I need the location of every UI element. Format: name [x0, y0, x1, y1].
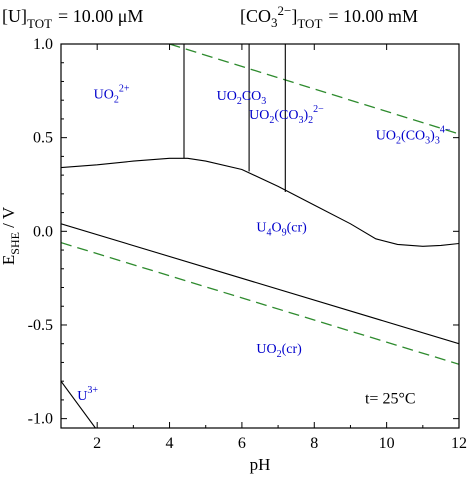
- co3-close: ]: [291, 6, 297, 26]
- temperature-annotation: t= 25°C: [365, 391, 416, 408]
- y-axis-title-rest: / V: [0, 206, 18, 232]
- species-u4o9: U4O9(cr): [256, 220, 307, 238]
- co3-sub: TOT: [297, 16, 322, 31]
- u-label: [U]: [2, 6, 27, 26]
- x-tick-label-6: 6: [238, 435, 246, 452]
- species-uo2-2plus: UO22+: [94, 83, 130, 105]
- y-tick-label-1: 0.5: [33, 130, 53, 147]
- y-axis-title: ESHE / V: [0, 206, 22, 265]
- plot-frame: [60, 43, 460, 429]
- header-u-concentration: [U]TOT = 10.00 μM: [2, 6, 143, 31]
- x-tick-label-10: 10: [379, 435, 395, 452]
- co3-value: = 10.00 mM: [328, 6, 418, 26]
- y-tick-label-4: -1.0: [28, 411, 53, 428]
- y-tick-label-3: -0.5: [28, 317, 53, 334]
- water-stability-lines: [61, 44, 459, 365]
- x-tick-label-2: 2: [93, 435, 101, 452]
- x-tick-label-4: 4: [166, 435, 174, 452]
- species-u3plus: U3+: [77, 385, 98, 404]
- species-uo2co3: UO2CO3: [217, 89, 267, 107]
- x-tick-label-12: 12: [451, 435, 467, 452]
- hydrogen-line: [61, 241, 459, 365]
- species-uo2-co3-3: UO2(CO3)34−: [376, 125, 451, 147]
- y-tick-label-2: 0.0: [33, 223, 53, 240]
- y-axis-title-main: E: [0, 255, 18, 265]
- u-sub: TOT: [27, 16, 52, 31]
- oxygen-line: [169, 44, 459, 135]
- x-axis-ticks: 2 4 6 8 10 12: [60, 44, 467, 452]
- x-axis-title: pH: [250, 455, 271, 474]
- middle-boundary: [61, 223, 459, 345]
- y-axis-ticks: 1.0 0.5 0.0 -0.5 -1.0: [28, 36, 459, 428]
- upper-boundary: [61, 157, 459, 247]
- header-concentrations: [U]TOT = 10.00 μM [CO32−]TOT = 10.00 mM: [2, 3, 418, 31]
- species-uo2-co3-2: UO2(CO3)22−: [249, 104, 324, 126]
- co3-sub3: 3: [271, 15, 278, 30]
- y-axis-title-sub: SHE: [8, 232, 22, 255]
- x-tick-label-8: 8: [310, 435, 318, 452]
- predominance-boundaries: [61, 44, 459, 428]
- u3-boundary: [61, 380, 96, 428]
- u-value: = 10.00 μM: [58, 6, 143, 26]
- species-uo2cr: UO2(cr): [256, 342, 302, 360]
- y-tick-label-0: 1.0: [33, 36, 53, 53]
- co3-label: [CO: [240, 6, 271, 26]
- header-co3-concentration: [CO32−]TOT = 10.00 mM: [240, 3, 418, 31]
- co3-sup: 2−: [278, 3, 292, 18]
